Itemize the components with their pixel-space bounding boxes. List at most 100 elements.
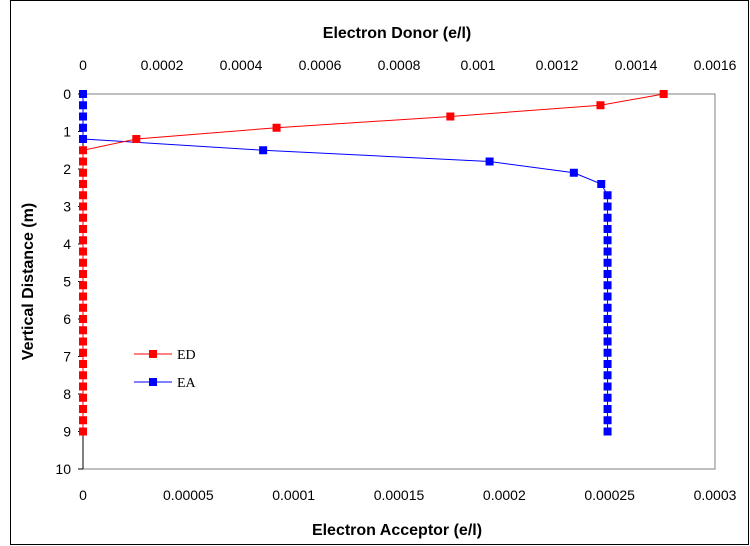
- y-tick-label: 10: [55, 461, 71, 477]
- bottom-axis-ticks: 0 0.00005 0.0001 0.00015 0.0002 0.00025 0.0003: [79, 487, 737, 503]
- data-point-ea: [79, 101, 87, 110]
- y-tick-label: 0: [63, 86, 71, 102]
- data-point-ed: [79, 416, 87, 425]
- data-point-ea: [603, 258, 612, 267]
- data-point-ea: [603, 247, 612, 256]
- data-point-ea: [603, 315, 612, 323]
- legend: ED EA: [134, 348, 197, 391]
- top-tick-label: 0.0008: [378, 57, 421, 73]
- y-tick-label: 6: [63, 311, 71, 327]
- data-point-ed: [79, 315, 87, 323]
- legend-label: ED: [177, 348, 196, 363]
- data-point-ed: [79, 292, 87, 301]
- data-point-ea: [259, 146, 268, 155]
- data-point-ed: [79, 157, 87, 166]
- y-tick-label: 7: [63, 349, 71, 365]
- data-point-ea: [603, 405, 612, 413]
- data-point-ea: [603, 225, 612, 233]
- data-point-ed: [79, 303, 87, 312]
- bottom-tick-label: 0.00025: [584, 487, 635, 503]
- bottom-tick-label: 0: [79, 487, 87, 503]
- data-point-ed: [79, 326, 87, 335]
- y-tick-label: 4: [63, 236, 71, 252]
- data-point-ed: [132, 135, 141, 143]
- data-point-ed: [79, 270, 87, 278]
- y-tick-label: 3: [63, 199, 71, 215]
- data-point-ea: [603, 382, 612, 391]
- data-point-ed: [79, 393, 87, 402]
- top-axis-ticks: 0 0.0002 0.0004 0.0006 0.0008 0.001 0.0012 0.00…: [79, 57, 737, 73]
- series-ed: [79, 90, 668, 436]
- bottom-tick-label: 0.0001: [272, 487, 315, 503]
- data-point-ed: [79, 225, 87, 233]
- data-point-ed: [79, 247, 87, 256]
- data-point-ea: [603, 360, 612, 368]
- data-point-ea: [79, 123, 87, 132]
- series-layer: [79, 90, 668, 436]
- data-point-ea: [597, 180, 606, 188]
- data-point-ea: [603, 303, 612, 312]
- data-point-ed: [79, 168, 87, 177]
- data-point-ed: [79, 371, 87, 380]
- data-point-ea: [79, 112, 87, 121]
- top-tick-label: 0.0014: [615, 57, 658, 73]
- data-point-ea: [485, 157, 494, 166]
- data-point-ed: [79, 405, 87, 413]
- y-tick-label: 2: [63, 161, 71, 177]
- data-point-ea: [79, 135, 87, 143]
- top-tick-label: 0.0012: [536, 57, 579, 73]
- legend-label: EA: [177, 376, 197, 391]
- data-point-ea: [603, 202, 612, 211]
- bottom-tick-label: 0.00005: [163, 487, 214, 503]
- data-point-ed: [79, 382, 87, 391]
- legend-item-ea: EA: [134, 376, 197, 391]
- data-point-ea: [603, 236, 612, 245]
- y-tick-label: 9: [63, 424, 71, 440]
- series-ea: [79, 90, 612, 436]
- data-point-ed: [79, 180, 87, 188]
- data-point-ea: [603, 213, 612, 222]
- data-point-ea: [603, 326, 612, 335]
- data-point-ed: [79, 213, 87, 222]
- legend-item-ed: ED: [134, 348, 196, 363]
- data-point-ea: [603, 281, 612, 290]
- data-point-ed: [596, 101, 605, 110]
- data-point-ed: [79, 146, 87, 155]
- data-point-ea: [603, 337, 612, 346]
- legend-marker: [149, 378, 157, 386]
- bottom-tick-label: 0.0002: [483, 487, 526, 503]
- top-tick-label: 0: [79, 57, 87, 73]
- top-tick-label: 0.001: [460, 57, 495, 73]
- data-point-ea: [603, 292, 612, 301]
- data-point-ed: [79, 191, 87, 200]
- data-point-ea: [603, 348, 612, 357]
- data-point-ea: [79, 90, 87, 98]
- data-point-ed: [79, 236, 87, 245]
- data-point-ea: [603, 416, 612, 425]
- top-tick-label: 0.0016: [694, 57, 737, 73]
- data-point-ed: [79, 348, 87, 357]
- y-tick-label: 5: [63, 274, 71, 290]
- data-point-ed: [79, 337, 87, 346]
- data-point-ed: [79, 202, 87, 211]
- top-tick-label: 0.0004: [220, 57, 263, 73]
- bottom-axis-title: Electron Acceptor (e/l): [312, 522, 482, 539]
- data-point-ea: [603, 393, 612, 402]
- data-point-ea: [603, 427, 612, 436]
- plot-area: [82, 93, 716, 470]
- data-point-ea: [569, 168, 578, 177]
- bottom-tick-label: 0.0003: [694, 487, 737, 503]
- data-point-ed: [79, 258, 87, 267]
- bottom-tick-label: 0.00015: [374, 487, 425, 503]
- y-axis-title: Vertical Distance (m): [20, 203, 37, 360]
- y-tick-label: 8: [63, 386, 71, 402]
- top-axis-title: Electron Donor (e/l): [323, 25, 471, 42]
- top-tick-label: 0.0006: [299, 57, 342, 73]
- data-point-ea: [603, 371, 612, 380]
- data-point-ed: [659, 90, 668, 98]
- top-tick-label: 0.0002: [141, 57, 184, 73]
- data-point-ed: [446, 112, 455, 121]
- y-tick-label: 1: [63, 124, 71, 140]
- data-point-ea: [603, 191, 612, 200]
